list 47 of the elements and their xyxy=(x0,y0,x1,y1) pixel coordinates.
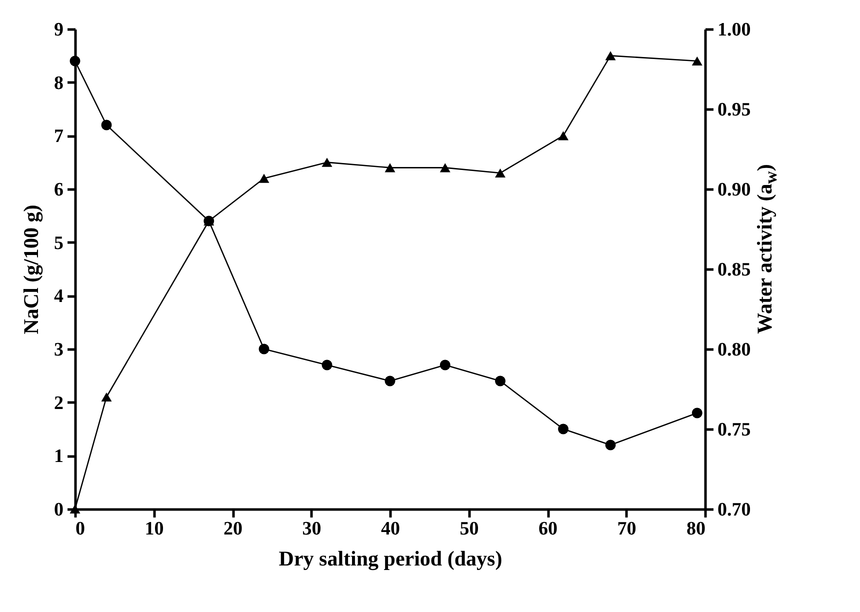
point xyxy=(692,56,702,66)
y2-tick-label: 0.80 xyxy=(718,340,751,360)
point xyxy=(70,56,80,66)
point xyxy=(605,51,616,60)
point xyxy=(558,424,568,434)
y-tick-label: 0 xyxy=(54,500,64,520)
y-tick-label: 7 xyxy=(54,126,64,148)
x-tick-label: 20 xyxy=(224,518,242,540)
y2-tick-label: 0.95 xyxy=(718,100,751,120)
point xyxy=(440,360,450,370)
point xyxy=(605,440,616,450)
y2-tick-label: 0.90 xyxy=(718,180,751,200)
y-tick-label: 9 xyxy=(54,20,64,40)
y-tick-label: 3 xyxy=(54,340,64,360)
point xyxy=(558,131,568,140)
point xyxy=(384,163,396,172)
y2-tick-label: 0.75 xyxy=(718,420,751,440)
point xyxy=(495,376,506,386)
x-tick-label: 0 xyxy=(76,518,85,540)
x-axis-title: Dry salting period (days) xyxy=(278,546,502,570)
y-tick-label: 5 xyxy=(54,232,64,254)
y2-tick-label: 0.85 xyxy=(718,260,751,280)
y-axis-title: NaCl (g/100 g) xyxy=(19,204,43,334)
y-tick-label: 8 xyxy=(54,72,64,94)
point xyxy=(322,158,332,167)
point xyxy=(258,174,270,183)
point xyxy=(322,360,332,370)
y-tick-label: 6 xyxy=(54,180,64,200)
y2-tick-label: 1.00 xyxy=(718,20,751,40)
x-tick-label: 60 xyxy=(538,518,558,540)
point xyxy=(101,392,112,402)
y-tick-label: 4 xyxy=(54,286,64,308)
x-tick-label: 10 xyxy=(144,518,164,540)
point xyxy=(258,344,270,354)
point xyxy=(440,163,450,172)
x-tick-label: 30 xyxy=(302,518,322,540)
x-tick-label: 50 xyxy=(460,518,479,540)
y-tick-label: 1 xyxy=(54,446,64,468)
y-tick-label: 2 xyxy=(54,392,64,414)
point xyxy=(495,168,506,178)
x-tick-label: 80 xyxy=(686,518,706,540)
x-tick-label: 70 xyxy=(617,518,636,540)
y2-tick-label: 0.70 xyxy=(718,500,751,520)
point xyxy=(384,376,396,386)
x-tick-label: 40 xyxy=(381,518,400,540)
point xyxy=(101,120,112,130)
point xyxy=(692,408,702,418)
